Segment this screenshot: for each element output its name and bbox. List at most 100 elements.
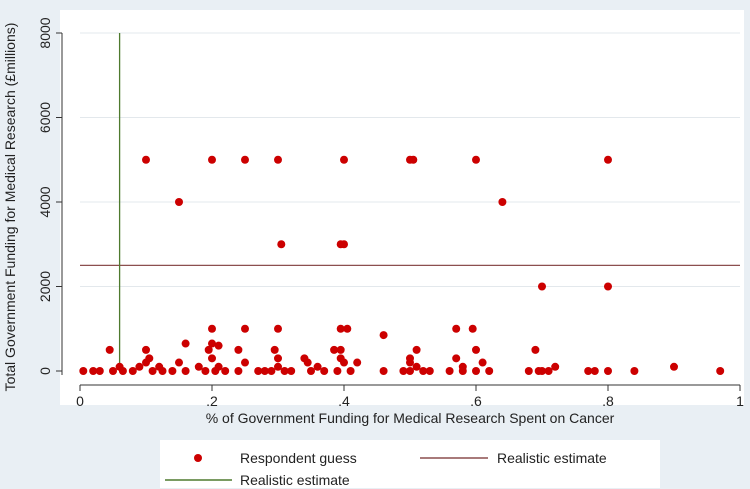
- data-point: [472, 155, 480, 164]
- data-point: [135, 362, 144, 371]
- data-point: [221, 367, 230, 375]
- data-point: [468, 324, 477, 333]
- data-point: [531, 345, 540, 354]
- data-point: [412, 362, 421, 371]
- data-point: [544, 367, 553, 375]
- data-point: [379, 367, 388, 375]
- data-point: [95, 367, 104, 375]
- data-point: [336, 324, 345, 333]
- data-point: [208, 354, 216, 363]
- data-point: [399, 367, 408, 375]
- y-tick-label: 6000: [37, 102, 53, 133]
- data-point: [194, 362, 203, 371]
- data-point: [274, 354, 282, 363]
- data-point: [208, 339, 216, 348]
- data-point: [604, 155, 612, 164]
- data-point: [590, 367, 599, 375]
- y-axis-title: Total Government Funding for Medical Res…: [2, 23, 18, 392]
- grid-layer: [80, 32, 740, 287]
- data-point: [118, 367, 127, 375]
- data-point: [313, 362, 322, 371]
- y-tick-label: 0: [37, 367, 53, 375]
- y-tick-label: 4000: [37, 186, 53, 217]
- data-point: [472, 367, 480, 375]
- data-point: [303, 358, 312, 367]
- data-point: [538, 282, 546, 291]
- data-point: [472, 345, 480, 354]
- data-point: [208, 324, 216, 333]
- data-point: [340, 240, 348, 249]
- legend-label-realistic-estimate-vertical: Realistic estimate: [240, 472, 350, 488]
- x-tick-label: .4: [338, 393, 350, 409]
- data-point: [260, 367, 269, 375]
- data-point: [267, 367, 276, 375]
- data-point: [353, 358, 362, 367]
- data-point: [274, 324, 282, 333]
- data-point: [274, 362, 282, 371]
- reference-lines: [80, 33, 740, 371]
- data-point: [270, 345, 279, 354]
- data-point: [204, 345, 213, 354]
- legend-marker-respondent-guess: [194, 454, 202, 462]
- data-point: [241, 324, 249, 333]
- data-point: [234, 345, 243, 354]
- data-point: [109, 367, 117, 375]
- data-points: [79, 155, 725, 375]
- data-point: [551, 362, 560, 371]
- data-point: [458, 367, 467, 375]
- data-point: [445, 367, 454, 375]
- data-point: [584, 367, 593, 375]
- data-point: [340, 155, 348, 164]
- y-tick-label: 8000: [37, 17, 53, 48]
- data-point: [330, 345, 339, 354]
- axes: 0 2000 4000 6000 8000 0 .2 .4 .6 .8 1: [37, 17, 744, 409]
- x-tick-label: 1: [736, 393, 744, 409]
- legend-label-respondent-guess: Respondent guess: [240, 450, 357, 466]
- data-point: [148, 367, 157, 375]
- data-point: [142, 358, 150, 367]
- data-point: [336, 345, 345, 354]
- x-tick-label: .6: [470, 393, 482, 409]
- data-point: [406, 367, 414, 375]
- data-point: [478, 358, 487, 367]
- data-point: [241, 358, 249, 367]
- data-point: [333, 367, 342, 375]
- data-point: [241, 155, 249, 164]
- x-tick-label: .2: [206, 393, 218, 409]
- data-point: [419, 367, 428, 375]
- data-point: [524, 367, 533, 375]
- data-point: [287, 367, 296, 375]
- data-point: [604, 282, 612, 291]
- x-axis-title: % of Government Funding for Medical Rese…: [206, 410, 615, 426]
- data-point: [142, 345, 150, 354]
- data-point: [630, 367, 639, 375]
- data-point: [214, 341, 223, 350]
- data-point: [142, 155, 150, 164]
- data-point: [716, 367, 725, 375]
- data-point: [409, 155, 418, 164]
- data-point: [211, 367, 220, 375]
- data-point: [379, 331, 388, 340]
- data-point: [208, 155, 216, 164]
- data-point: [320, 367, 329, 375]
- data-point: [425, 367, 434, 375]
- data-point: [498, 198, 507, 206]
- data-point: [158, 367, 167, 375]
- data-point: [168, 367, 177, 375]
- data-point: [277, 240, 286, 249]
- x-tick-label: 0: [76, 393, 84, 409]
- data-point: [201, 367, 210, 375]
- data-point: [452, 324, 461, 333]
- data-point: [343, 324, 352, 333]
- data-point: [254, 367, 263, 375]
- legend-label-realistic-estimate-horizontal: Realistic estimate: [497, 450, 607, 466]
- y-tick-label: 2000: [37, 271, 53, 302]
- data-point: [452, 354, 461, 363]
- data-point: [406, 358, 414, 367]
- legend-box: [160, 440, 660, 488]
- data-point: [307, 367, 315, 375]
- x-tick-label: .8: [602, 393, 614, 409]
- data-point: [274, 155, 282, 164]
